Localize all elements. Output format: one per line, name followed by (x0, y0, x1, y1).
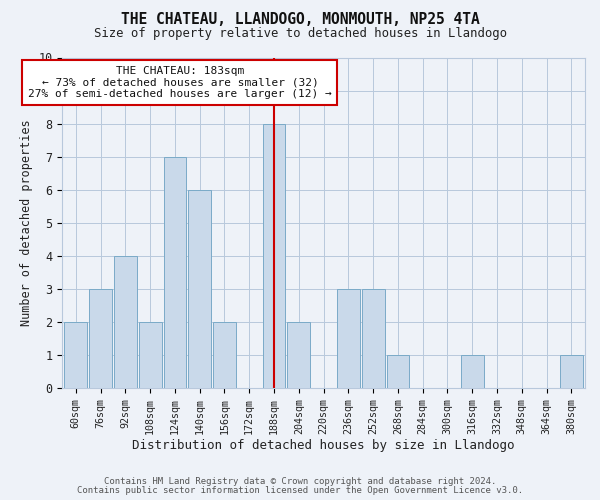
Text: THE CHATEAU, LLANDOGO, MONMOUTH, NP25 4TA: THE CHATEAU, LLANDOGO, MONMOUTH, NP25 4T… (121, 12, 479, 28)
Bar (89, 289, 112, 388)
Bar (337, 289, 360, 388)
Bar (362, 289, 385, 388)
Text: THE CHATEAU: 183sqm
← 73% of detached houses are smaller (32)
27% of semi-detach: THE CHATEAU: 183sqm ← 73% of detached ho… (28, 66, 332, 99)
Bar (386, 355, 409, 388)
X-axis label: Distribution of detached houses by size in Llandogo: Distribution of detached houses by size … (133, 440, 515, 452)
Bar (188, 190, 211, 388)
Bar (287, 322, 310, 388)
Bar (139, 322, 161, 388)
Bar (164, 156, 187, 388)
Text: Size of property relative to detached houses in Llandogo: Size of property relative to detached ho… (94, 28, 506, 40)
Text: Contains public sector information licensed under the Open Government Licence v3: Contains public sector information licen… (77, 486, 523, 495)
Bar (560, 355, 583, 388)
Bar (114, 256, 137, 388)
Bar (64, 322, 87, 388)
Bar (213, 322, 236, 388)
Bar (263, 124, 286, 388)
Text: Contains HM Land Registry data © Crown copyright and database right 2024.: Contains HM Land Registry data © Crown c… (104, 477, 496, 486)
Bar (461, 355, 484, 388)
Y-axis label: Number of detached properties: Number of detached properties (20, 120, 32, 326)
